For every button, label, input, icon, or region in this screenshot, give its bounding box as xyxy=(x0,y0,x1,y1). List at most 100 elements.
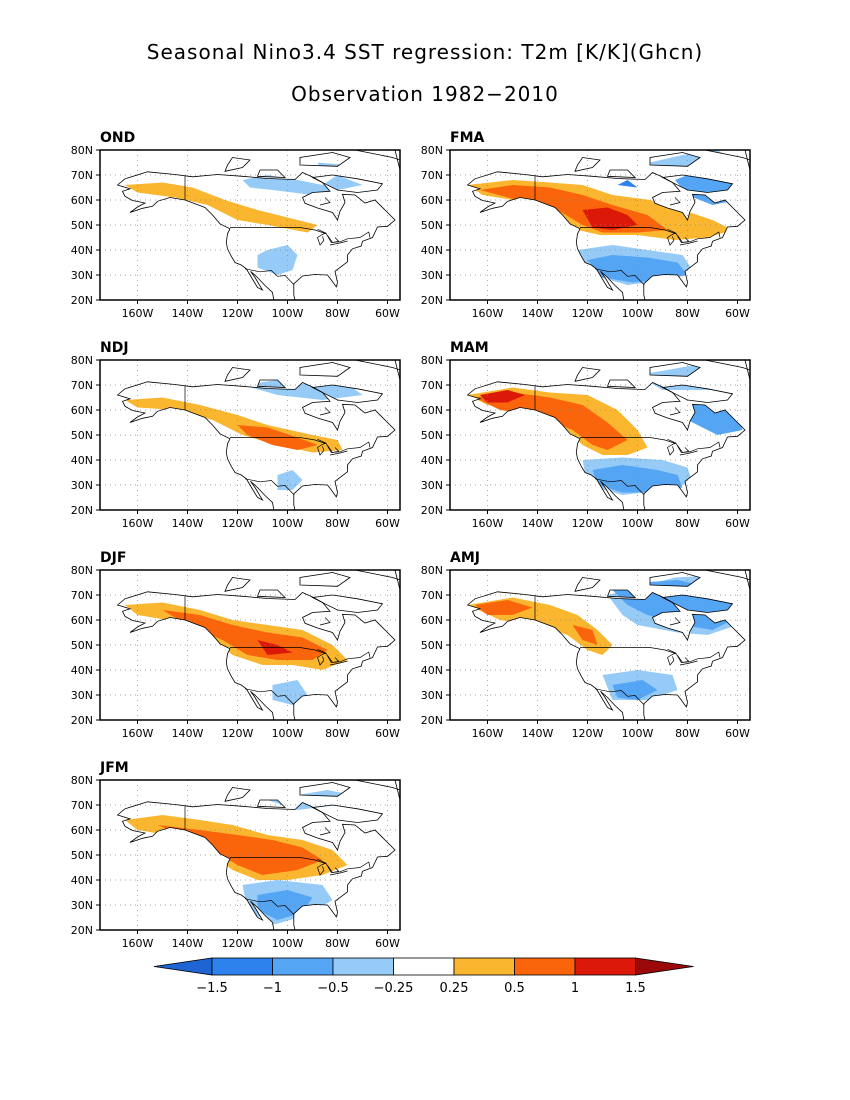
contour-region xyxy=(617,180,638,188)
coastline xyxy=(116,801,396,930)
lat-tick-label: 30N xyxy=(71,899,93,912)
coastline xyxy=(466,591,746,720)
colorbar-box xyxy=(393,957,455,976)
contour-region xyxy=(475,392,628,450)
lon-tick-label: 160W xyxy=(122,727,154,740)
lat-tick-label: 20N xyxy=(421,504,443,517)
lat-tick-label: 50N xyxy=(421,429,443,442)
colorbar-label: −1 xyxy=(263,981,282,996)
map-panel-mam: MAM 20N 30N 40N 50N 60N 70N 80N 160W 140W 120W 100W… xyxy=(421,340,751,530)
contour-region xyxy=(480,390,525,403)
lon-tick-label: 120W xyxy=(572,307,604,320)
coastline xyxy=(116,381,396,510)
lat-tick-label: 40N xyxy=(71,244,93,257)
lat-tick-label: 40N xyxy=(421,244,443,257)
colorbar-box xyxy=(574,957,636,976)
figure-title: Seasonal Nino3.4 SST regression: T2m [K/… xyxy=(146,40,704,64)
contour-region xyxy=(475,600,533,615)
contour-region xyxy=(682,400,743,435)
lat-tick-label: 50N xyxy=(71,849,93,862)
lat-tick-label: 80N xyxy=(421,564,443,577)
lat-tick-label: 40N xyxy=(71,664,93,677)
lon-tick-label: 100W xyxy=(272,937,304,950)
lat-tick-label: 80N xyxy=(71,144,93,157)
figure-subtitle: Observation 1982−2010 xyxy=(291,82,559,106)
contour-region xyxy=(272,680,308,705)
lat-tick-label: 60N xyxy=(71,404,93,417)
lon-tick-label: 120W xyxy=(222,727,254,740)
contour-region xyxy=(257,245,298,275)
lat-tick-label: 20N xyxy=(71,504,93,517)
lat-tick-label: 60N xyxy=(71,614,93,627)
lat-tick-label: 50N xyxy=(71,639,93,652)
lat-tick-label: 30N xyxy=(71,479,93,492)
lat-tick-label: 40N xyxy=(71,874,93,887)
lat-tick-label: 20N xyxy=(71,924,93,937)
lon-tick-label: 100W xyxy=(272,727,304,740)
lat-tick-label: 70N xyxy=(71,169,93,182)
map-field xyxy=(450,360,750,510)
lat-tick-label: 80N xyxy=(421,144,443,157)
lon-tick-label: 140W xyxy=(522,727,554,740)
lat-tick-label: 20N xyxy=(421,714,443,727)
colorbar-label: −0.25 xyxy=(374,981,414,996)
coastline xyxy=(116,171,396,300)
lon-tick-label: 100W xyxy=(622,517,654,530)
lon-tick-label: 160W xyxy=(472,307,504,320)
panel-title: MAM xyxy=(450,340,489,356)
contour-region xyxy=(277,470,303,490)
colorbar-arrow-low xyxy=(153,957,213,976)
lon-tick-label: 160W xyxy=(122,307,154,320)
lat-tick-label: 70N xyxy=(71,799,93,812)
lat-tick-label: 70N xyxy=(421,169,443,182)
map-panel-amj: AMJ 20N 30N 40N 50N 60N 70N 80N 160W 140W 120W 100W… xyxy=(421,550,751,740)
map-panel-jfm: JFM 20N 30N 40N 50N 60N 70N 80N 160W 140W 120W 100W… xyxy=(71,760,401,950)
lat-tick-label: 50N xyxy=(71,429,93,442)
lat-tick-label: 30N xyxy=(421,269,443,282)
lat-tick-label: 70N xyxy=(421,589,443,602)
map-panel-ndj: NDJ 20N 30N 40N 50N 60N 70N 80N 160W 140W 120W 100W… xyxy=(71,340,401,530)
colorbar-arrow-high xyxy=(635,957,694,976)
lat-tick-label: 50N xyxy=(71,219,93,232)
lon-tick-label: 140W xyxy=(522,307,554,320)
coastline xyxy=(466,171,746,300)
lat-tick-label: 40N xyxy=(421,664,443,677)
lon-tick-label: 60W xyxy=(375,307,400,320)
lon-tick-label: 80W xyxy=(675,307,700,320)
lon-tick-label: 60W xyxy=(725,727,750,740)
lat-tick-label: 30N xyxy=(421,479,443,492)
lon-tick-label: 80W xyxy=(325,517,350,530)
lon-tick-label: 160W xyxy=(122,517,154,530)
colorbar-box xyxy=(211,957,273,976)
lon-tick-label: 100W xyxy=(272,517,304,530)
colorbar-label: 0.5 xyxy=(504,981,525,996)
lat-tick-label: 60N xyxy=(421,404,443,417)
map-field xyxy=(100,570,400,720)
lat-tick-label: 20N xyxy=(71,714,93,727)
lon-tick-label: 120W xyxy=(222,307,254,320)
lat-tick-label: 80N xyxy=(71,774,93,787)
map-field xyxy=(100,360,400,510)
lon-tick-label: 160W xyxy=(472,517,504,530)
lat-tick-label: 30N xyxy=(421,689,443,702)
lon-tick-label: 120W xyxy=(572,727,604,740)
lat-tick-label: 50N xyxy=(421,219,443,232)
lon-tick-label: 120W xyxy=(222,517,254,530)
colorbar-box xyxy=(453,957,515,976)
lat-tick-label: 60N xyxy=(421,194,443,207)
lon-tick-label: 80W xyxy=(325,727,350,740)
colorbar-label: 0.25 xyxy=(440,981,469,996)
lat-tick-label: 70N xyxy=(71,589,93,602)
contour-region xyxy=(582,207,638,230)
lon-tick-label: 80W xyxy=(325,307,350,320)
map-panel-fma: FMA 20N 30N 40N 50N 60N 70N 80N 160W 140W 120W 100W… xyxy=(421,130,751,320)
lat-tick-label: 80N xyxy=(71,354,93,367)
lat-tick-label: 80N xyxy=(421,354,443,367)
contour-region xyxy=(612,680,658,700)
lon-tick-label: 140W xyxy=(522,517,554,530)
lat-tick-label: 40N xyxy=(71,454,93,467)
lon-tick-label: 80W xyxy=(675,727,700,740)
lon-tick-label: 140W xyxy=(172,517,204,530)
lon-tick-label: 60W xyxy=(725,517,750,530)
